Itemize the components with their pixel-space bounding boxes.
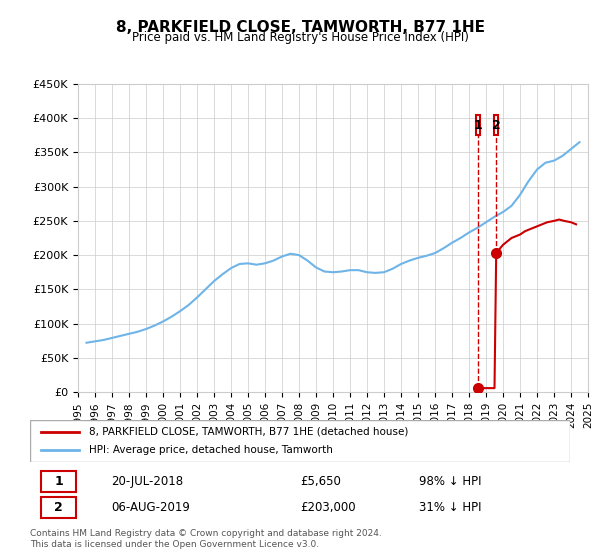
FancyBboxPatch shape: [41, 470, 76, 492]
Text: 98% ↓ HPI: 98% ↓ HPI: [419, 475, 481, 488]
Text: 31% ↓ HPI: 31% ↓ HPI: [419, 501, 481, 514]
FancyBboxPatch shape: [476, 115, 481, 136]
Text: 06-AUG-2019: 06-AUG-2019: [111, 501, 190, 514]
FancyBboxPatch shape: [494, 115, 499, 136]
Text: 1: 1: [474, 119, 483, 132]
Text: 20-JUL-2018: 20-JUL-2018: [111, 475, 183, 488]
Text: Price paid vs. HM Land Registry's House Price Index (HPI): Price paid vs. HM Land Registry's House …: [131, 31, 469, 44]
Text: 2: 2: [54, 501, 63, 514]
Text: £5,650: £5,650: [300, 475, 341, 488]
Text: 8, PARKFIELD CLOSE, TAMWORTH, B77 1HE: 8, PARKFIELD CLOSE, TAMWORTH, B77 1HE: [115, 20, 485, 35]
Text: 1: 1: [54, 475, 63, 488]
Text: £203,000: £203,000: [300, 501, 356, 514]
Text: 8, PARKFIELD CLOSE, TAMWORTH, B77 1HE (detached house): 8, PARKFIELD CLOSE, TAMWORTH, B77 1HE (d…: [89, 427, 409, 437]
FancyBboxPatch shape: [30, 420, 570, 462]
FancyBboxPatch shape: [41, 497, 76, 517]
Text: HPI: Average price, detached house, Tamworth: HPI: Average price, detached house, Tamw…: [89, 445, 333, 455]
Text: 2: 2: [492, 119, 500, 132]
Text: Contains HM Land Registry data © Crown copyright and database right 2024.
This d: Contains HM Land Registry data © Crown c…: [30, 529, 382, 549]
